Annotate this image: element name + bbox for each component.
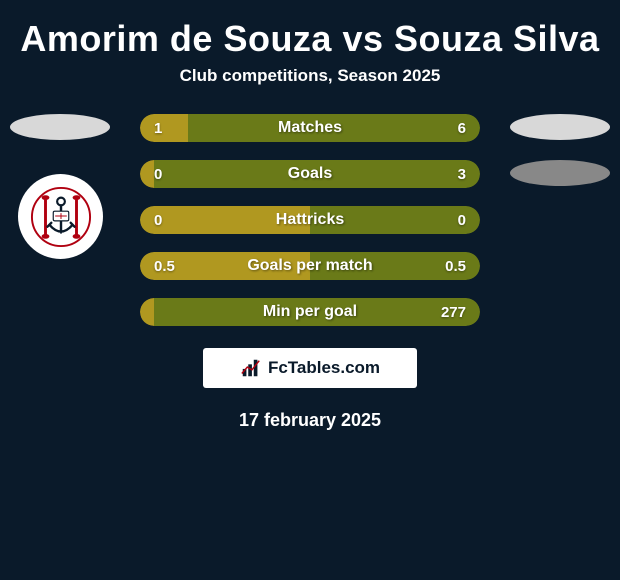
bar-left-segment xyxy=(140,114,188,142)
brand-logo: FcTables.com xyxy=(203,348,417,388)
bar-chart-icon xyxy=(240,357,262,379)
stat-bar: 0.5 0.5 Goals per match xyxy=(140,252,480,280)
subtitle: Club competitions, Season 2025 xyxy=(0,66,620,114)
stat-bar: 1 6 Matches xyxy=(140,114,480,142)
page-title: Amorim de Souza vs Souza Silva xyxy=(0,0,620,66)
stat-bar: 0 3 Goals xyxy=(140,160,480,188)
stat-rows: 1 6 Matches 0 3 Goals 0 0 Hattricks 0.5 0.5 Goals p… xyxy=(0,114,620,326)
brand-text: FcTables.com xyxy=(268,358,380,378)
stat-row: 0 0 Hattricks xyxy=(0,206,620,234)
stat-bar: 277 Min per goal xyxy=(140,298,480,326)
stat-row: 0.5 0.5 Goals per match xyxy=(0,252,620,280)
stat-value-left: 0 xyxy=(154,166,162,183)
stat-value-right: 277 xyxy=(441,304,466,321)
stat-value-right: 0.5 xyxy=(445,258,466,275)
stat-row: 1 6 Matches xyxy=(0,114,620,142)
stat-label: Min per goal xyxy=(263,303,357,321)
date-label: 17 february 2025 xyxy=(0,410,620,431)
stat-value-right: 6 xyxy=(458,120,466,137)
stat-value-right: 0 xyxy=(458,212,466,229)
stat-value-right: 3 xyxy=(458,166,466,183)
comparison-card: Amorim de Souza vs Souza Silva Club comp… xyxy=(0,0,620,431)
stat-row: 0 3 Goals xyxy=(0,160,620,188)
stat-label: Goals per match xyxy=(247,257,372,275)
stat-label: Goals xyxy=(288,165,332,183)
stat-label: Matches xyxy=(278,119,342,137)
stat-row: 277 Min per goal xyxy=(0,298,620,326)
stat-value-left: 0.5 xyxy=(154,258,175,275)
stat-value-left: 1 xyxy=(154,120,162,137)
stat-bar: 0 0 Hattricks xyxy=(140,206,480,234)
bar-left-segment xyxy=(140,160,154,188)
stat-value-left: 0 xyxy=(154,212,162,229)
bar-left-segment xyxy=(140,298,154,326)
stats-area: 1 6 Matches 0 3 Goals 0 0 Hattricks 0.5 0.5 Goals p… xyxy=(0,114,620,326)
stat-label: Hattricks xyxy=(276,211,344,229)
